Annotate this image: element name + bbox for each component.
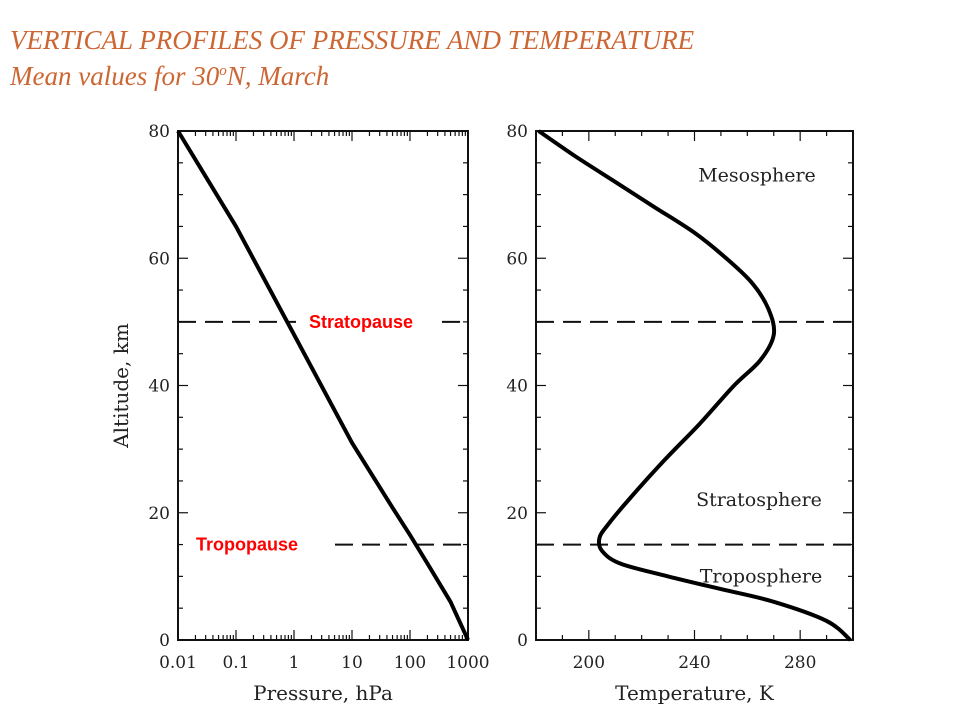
temperature-ytick-label: 60	[506, 249, 528, 269]
layer-label-troposphere: Troposphere	[700, 565, 823, 587]
title-line-1: VERTICAL PROFILES OF PRESSURE AND TEMPER…	[10, 25, 695, 55]
chart-title: VERTICAL PROFILES OF PRESSURE AND TEMPER…	[10, 22, 694, 94]
pressure-tick-label: 1000	[446, 653, 489, 673]
temperature-tick-label: 280	[784, 653, 816, 673]
pressure-tick-label: 0.01	[159, 653, 197, 673]
temperature-profile-line	[537, 129, 852, 642]
degree-superscript: o	[219, 63, 227, 79]
temperature-ytick-label: 40	[506, 377, 528, 397]
stratopause-label: Stratopause	[309, 312, 413, 332]
pressure-tick-label: 1	[289, 653, 300, 673]
layer-label-mesosphere: Mesosphere	[698, 165, 816, 187]
temperature-plot-frame	[535, 130, 854, 641]
pressure-ytick-label: 80	[148, 122, 170, 142]
pressure-ytick-label: 60	[148, 249, 170, 269]
pressure-tick-label: 100	[394, 653, 426, 673]
temperature-ytick-label: 80	[506, 122, 528, 142]
pressure-profile-line	[176, 129, 470, 641]
pressure-ytick-label: 0	[159, 631, 170, 651]
temperature-tick-label: 200	[573, 653, 605, 673]
temperature-ytick-label: 0	[517, 631, 528, 651]
pressure-ytick-label: 20	[148, 504, 170, 524]
temperature-tick-label: 240	[678, 653, 710, 673]
title-line-2-text: Mean values for 30	[10, 61, 220, 91]
pressure-tick-label: 10	[341, 653, 363, 673]
pressure-tick-label: 0.1	[222, 653, 249, 673]
altitude-axis-label: Altitude, km	[109, 323, 133, 449]
temperature-axis-label: Temperature, K	[615, 681, 775, 705]
layer-label-stratosphere: Stratosphere	[696, 489, 822, 511]
temperature-ytick-label: 20	[506, 504, 528, 524]
tropopause-label: Tropopause	[196, 535, 298, 555]
title-line-2-suffix: N, March	[226, 61, 330, 91]
title-line-2: Mean values for 30oN, March	[10, 58, 694, 94]
pressure-axis-label: Pressure, hPa	[253, 681, 393, 705]
pressure-ytick-label: 40	[148, 377, 170, 397]
